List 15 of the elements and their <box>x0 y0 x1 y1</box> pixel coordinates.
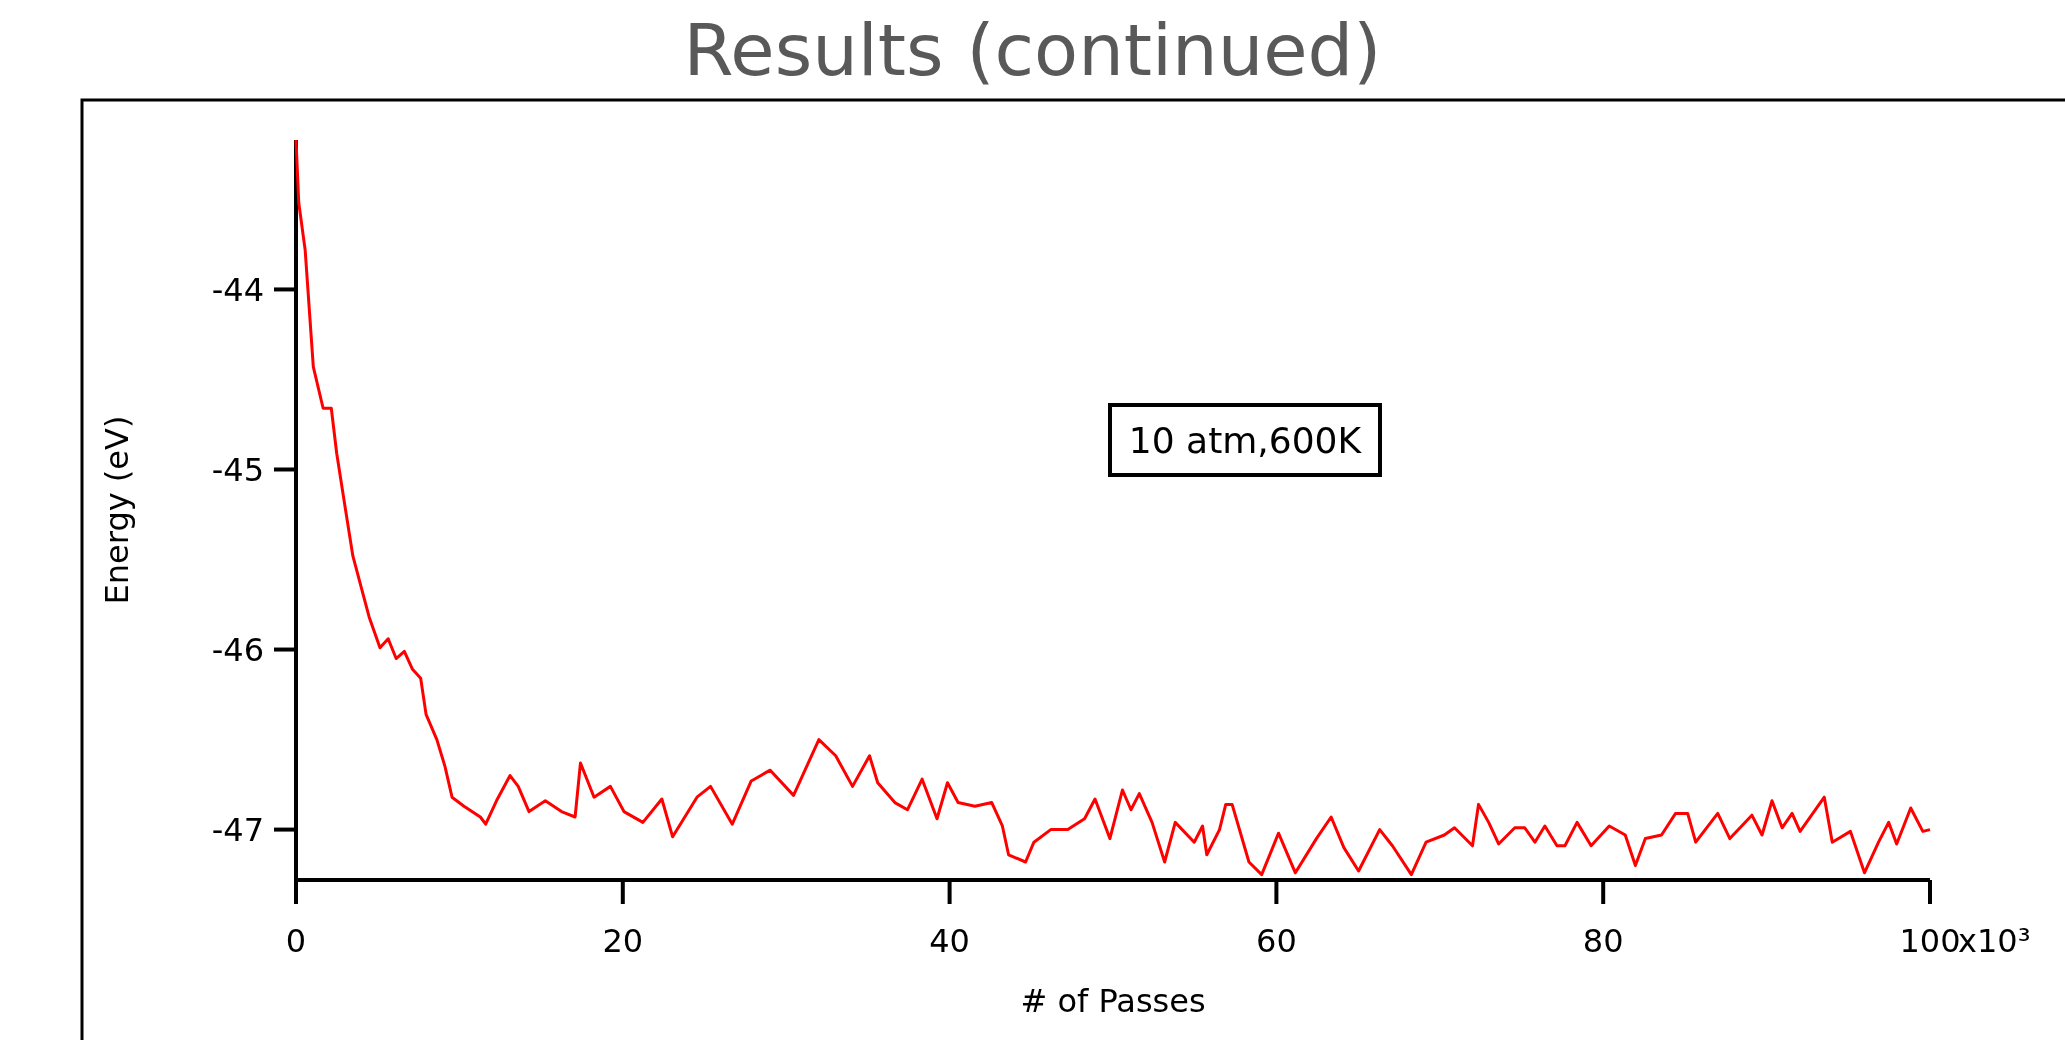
x-axis-title: # of Passes <box>1020 982 1206 1020</box>
y-tick-label: -45 <box>211 450 264 489</box>
y-tick-label: -44 <box>211 270 264 309</box>
x-tick-label: 40 <box>929 922 970 960</box>
chart-title: Results (continued) <box>683 8 1382 92</box>
x-tick-label: 20 <box>602 922 644 960</box>
y-axis-title: Energy (eV) <box>98 415 136 605</box>
x-tick-label: 80 <box>1582 922 1624 960</box>
text: x10³ <box>1958 922 2031 960</box>
y-tick-label: -46 <box>211 630 264 669</box>
x-tick-label: 0 <box>285 922 307 960</box>
y-tick-label: -47 <box>211 810 264 849</box>
line-series <box>294 138 1932 877</box>
annotation: 10 atm,600K <box>1128 419 1363 461</box>
x-tick-label: 60 <box>1256 922 1297 960</box>
